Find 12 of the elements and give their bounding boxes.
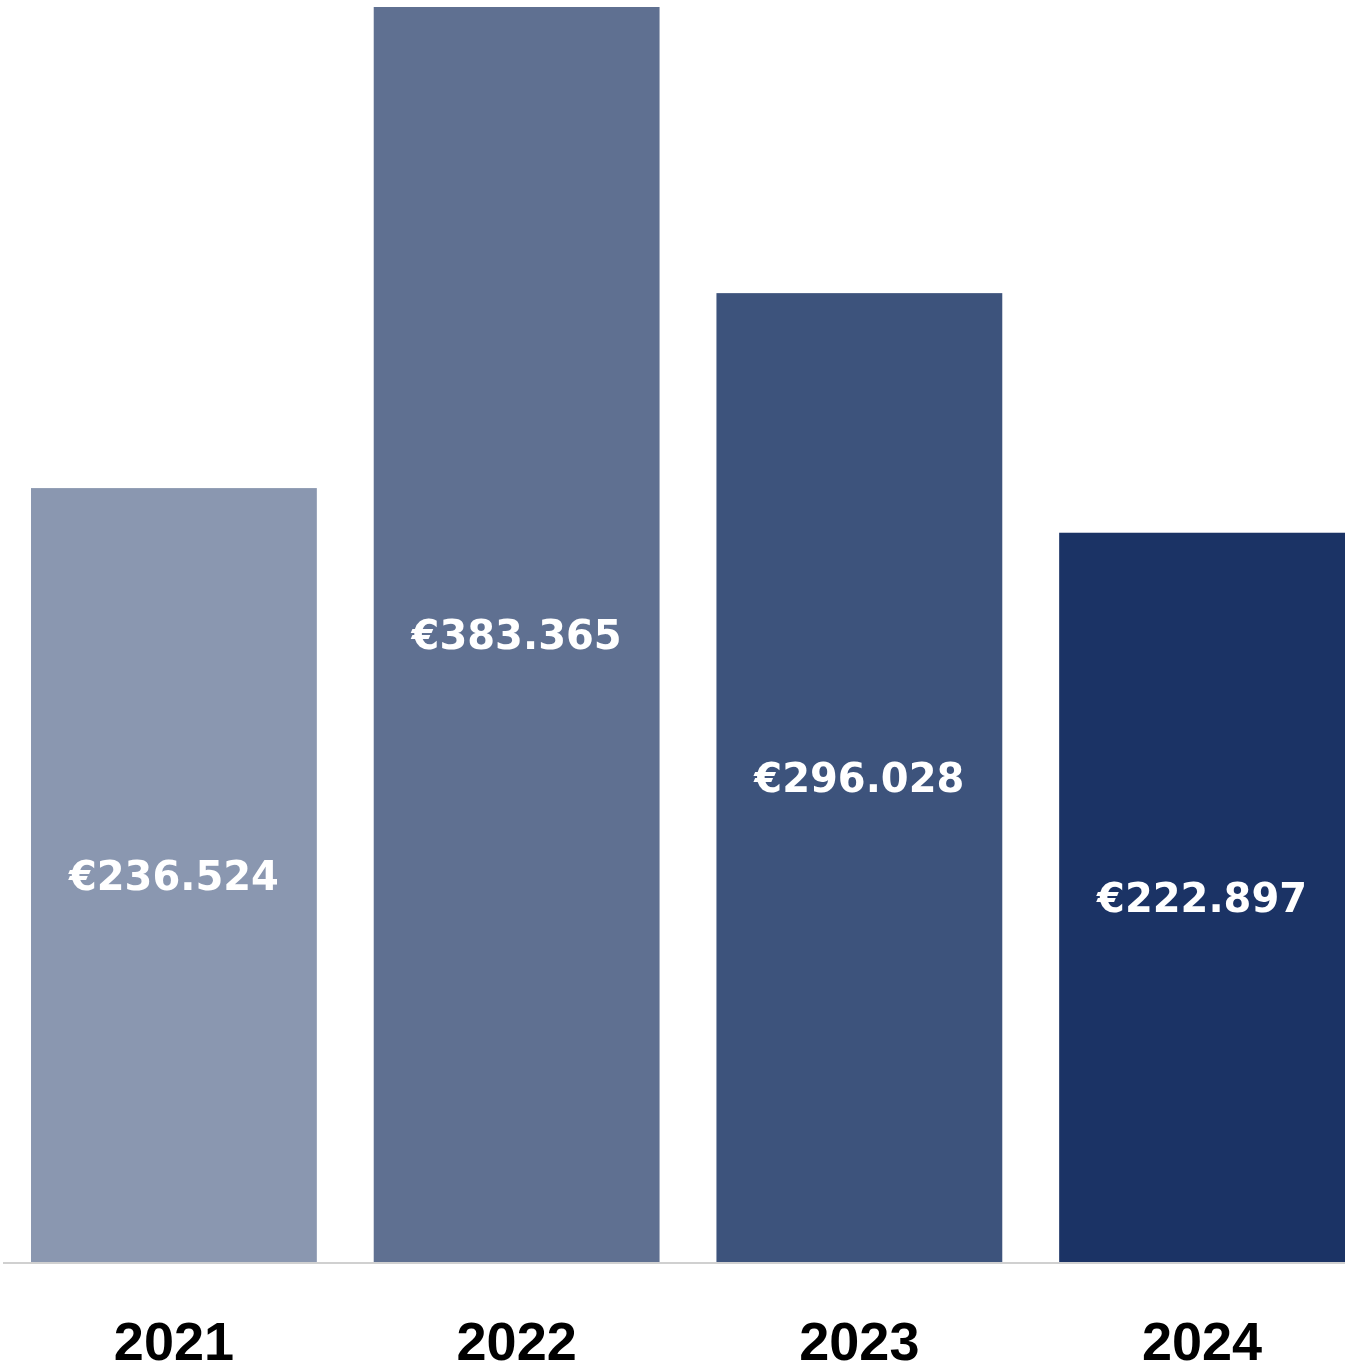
- bar: [1059, 532, 1345, 1263]
- x-tick-label: 2023: [799, 1311, 920, 1371]
- data-label: €296.028: [753, 755, 965, 802]
- x-tick-label: 2024: [1142, 1311, 1263, 1371]
- bar: [31, 488, 317, 1263]
- data-label: €383.365: [410, 612, 622, 658]
- bar: [716, 293, 1003, 1263]
- data-label: €236.524: [67, 852, 279, 899]
- data-label: €222.897: [1096, 874, 1308, 921]
- x-tick-label: 2021: [113, 1311, 234, 1371]
- bar: [373, 7, 660, 1263]
- x-tick-label: 2022: [456, 1311, 577, 1371]
